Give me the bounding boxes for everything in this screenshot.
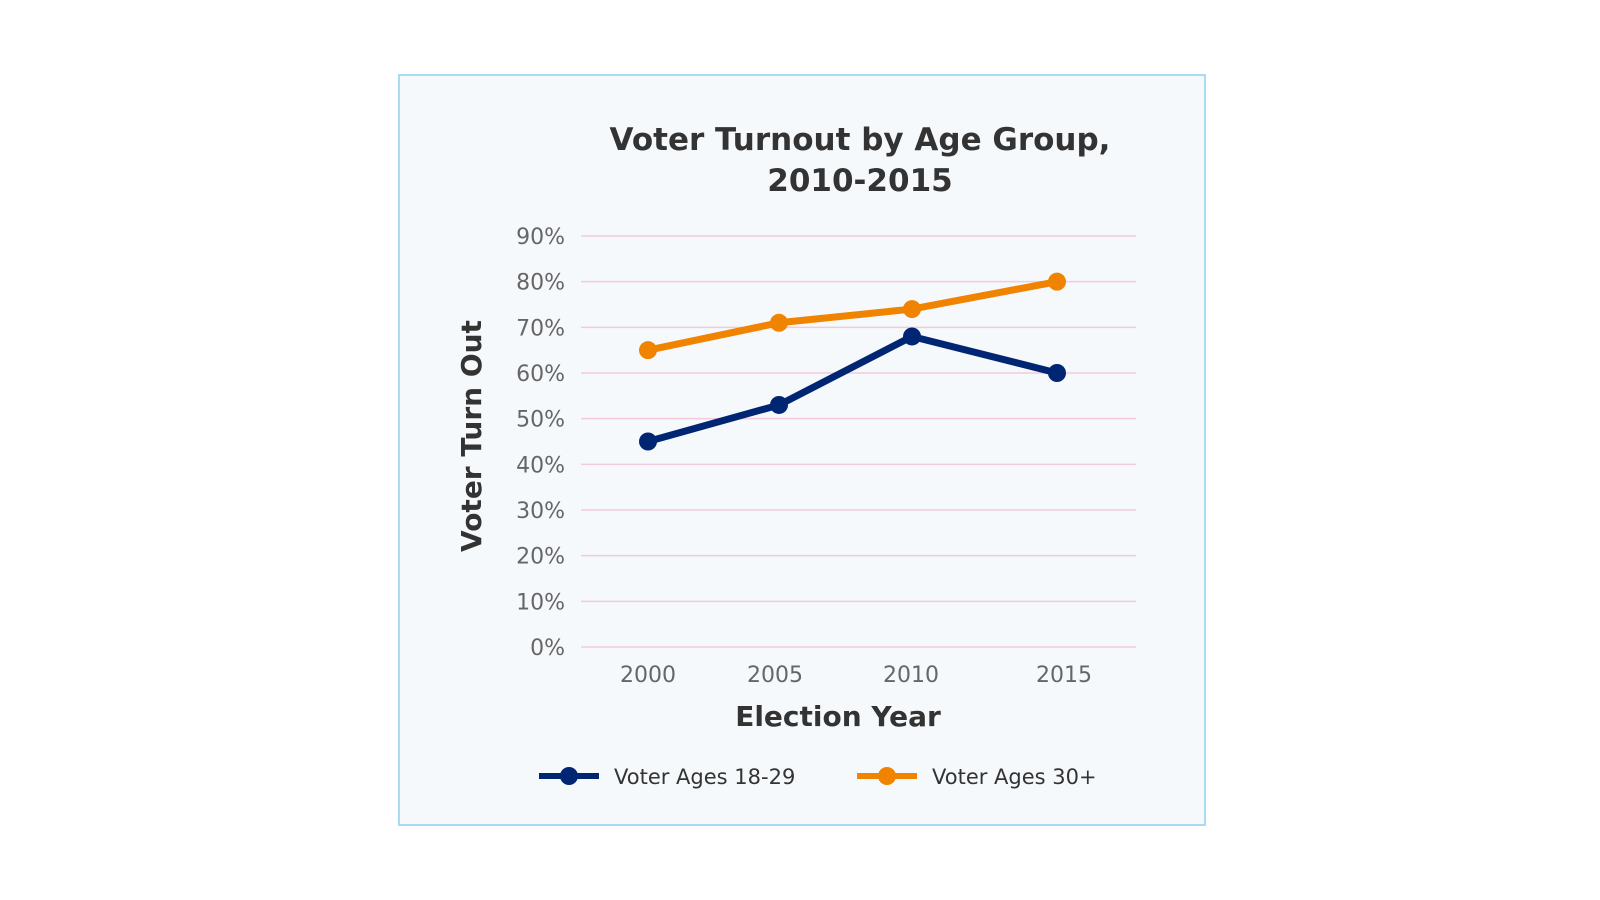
chart-title: Voter Turnout by Age Group, xyxy=(610,122,1111,158)
data-point xyxy=(770,313,788,332)
data-point xyxy=(639,341,657,360)
legend-swatch-marker xyxy=(878,767,896,785)
y-axis-label: Voter Turn Out xyxy=(455,320,488,552)
y-tick-label: 20% xyxy=(516,545,565,570)
y-tick-label: 50% xyxy=(516,408,565,433)
y-tick-label: 60% xyxy=(516,362,565,387)
y-tick-label: 0% xyxy=(530,636,565,661)
chart-title: 2010-2015 xyxy=(767,163,952,199)
y-tick-label: 40% xyxy=(516,453,565,478)
y-tick-label: 90% xyxy=(516,225,565,250)
chart-frame xyxy=(398,74,1206,826)
data-point xyxy=(903,300,921,319)
y-tick-label: 80% xyxy=(516,271,565,296)
data-point xyxy=(770,395,788,414)
y-tick-label: 70% xyxy=(516,316,565,341)
x-tick-label: 2000 xyxy=(620,663,676,688)
y-tick-label: 30% xyxy=(516,499,565,524)
x-tick-label: 2005 xyxy=(747,663,803,688)
legend-label: Voter Ages 18-29 xyxy=(614,765,795,789)
series-line xyxy=(647,332,1058,445)
x-axis-label: Election Year xyxy=(735,700,941,733)
y-tick-label: 10% xyxy=(516,590,565,615)
x-tick-label: 2010 xyxy=(883,663,939,688)
x-tick-label: 2015 xyxy=(1036,663,1092,688)
data-point xyxy=(1048,364,1066,382)
series-line xyxy=(647,278,1058,354)
data-point xyxy=(1048,272,1066,291)
legend-swatch-marker xyxy=(560,767,578,785)
data-point xyxy=(639,432,657,451)
data-point xyxy=(903,327,921,346)
legend-label: Voter Ages 30+ xyxy=(932,765,1097,789)
